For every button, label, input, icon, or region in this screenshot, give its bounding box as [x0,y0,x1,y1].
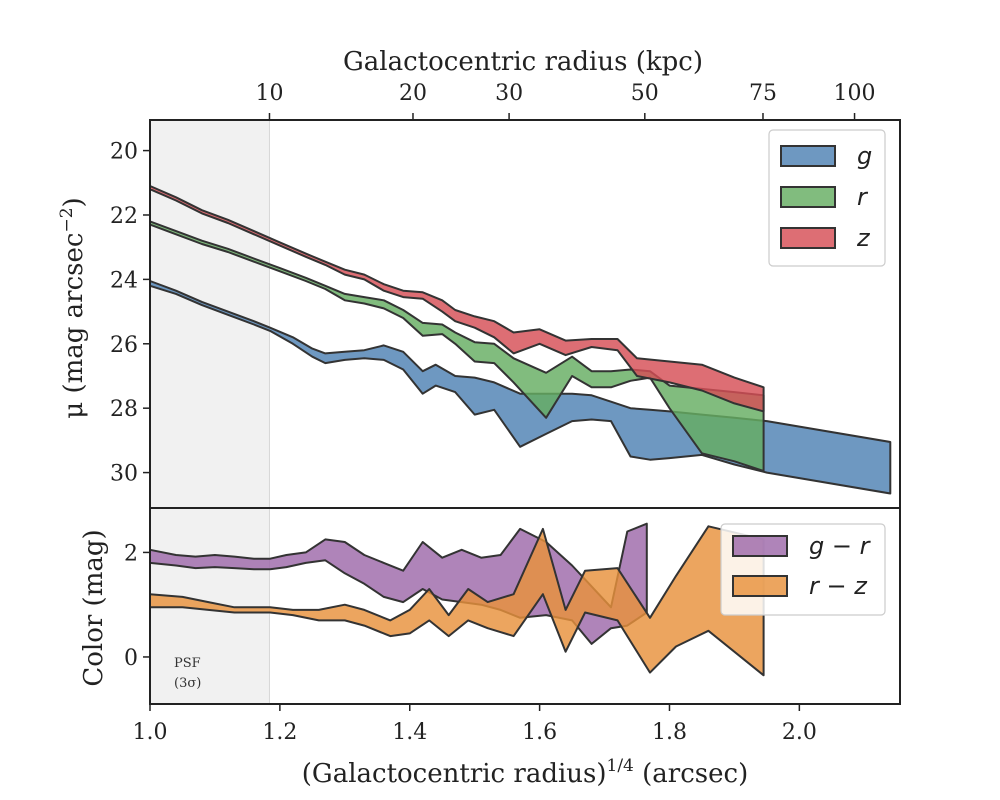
legend-top-swatch-0 [780,145,836,167]
bottom-xtick-label-0: 1.0 [133,720,168,745]
psf-sub-label: (3σ) [174,676,201,691]
bottom-ytick-label-1: 2 [124,541,138,566]
bottom-x-axis-title-exponent: 1/4 [607,756,634,776]
top-y-axis-title: μ (mag arcsec−2) [57,197,89,418]
top-ytick-label-5: 30 [110,462,138,487]
surface-brightness-bands [149,185,892,495]
top-xtick-label-3: 50 [631,81,659,106]
top-y-axis-title-exponent: −2 [57,207,77,232]
bottom-x-axis-title-close: (arcsec) [634,759,748,789]
legend-top-swatch-1 [780,186,836,208]
top-ytick-label-4: 28 [110,397,138,422]
legend-bottom-label-0: g − r [809,532,872,560]
legend-top-swatch-2 [780,227,836,249]
bottom-xtick-label-5: 2.0 [782,720,817,745]
top-xtick-label-5: 100 [834,81,876,106]
top-x-axis-title: Galactocentric radius (kpc) [343,47,703,77]
psf-band-top [150,120,270,508]
top-ytick-label-3: 26 [110,333,138,358]
top-xtick-label-0: 10 [255,81,283,106]
bottom-ytick-label-0: 0 [124,646,138,671]
top-xtick-label-2: 30 [495,81,523,106]
top-ytick-label-2: 24 [110,268,138,293]
top-y-axis-title-main: μ (mag arcsec [59,233,89,419]
bottom-y-axis-title: Color (mag) [79,529,109,686]
bottom-panel-frame [149,507,901,705]
axis-ticks [143,113,856,711]
bottom-x-axis-title: (Galactocentric radius)1/4 (arcsec) [302,756,748,789]
bottom-xtick-label-1: 1.2 [262,720,297,745]
band-surface-brightness-1 [149,220,765,472]
band-surface-brightness-2 [149,185,765,413]
top-xtick-label-4: 75 [749,81,777,106]
axis-tick-labels: 20 22 24 26 28 30 10 20 30 50 75 100 0 2 1.0 1.2 1.4 1.6 1… [110,81,876,745]
legend-top-label-2: z [856,224,871,252]
top-ytick-label-1: 22 [110,204,138,229]
legend-top-label-0: g [857,142,872,170]
psf-label: PSF [174,656,201,671]
legend-bottom-swatch-0 [732,535,788,557]
bottom-xtick-label-3: 1.6 [522,720,557,745]
legend-bottom-swatch-1 [732,575,788,597]
bottom-x-axis-title-main: (Galactocentric radius) [302,759,607,789]
top-y-axis-title-close: ) [59,197,89,207]
legend-bottom-label-1: r − z [809,572,868,600]
top-xtick-label-1: 20 [399,81,427,106]
color-bands [149,522,765,677]
bottom-xtick-label-2: 1.4 [392,720,427,745]
band-color-1 [149,525,765,677]
bottom-xtick-label-4: 1.8 [652,720,687,745]
top-ytick-label-0: 20 [110,140,138,165]
top-legend: grz [768,129,886,267]
legend-top-label-1: r [857,183,869,211]
bottom-legend: g − r r − z [720,523,886,616]
